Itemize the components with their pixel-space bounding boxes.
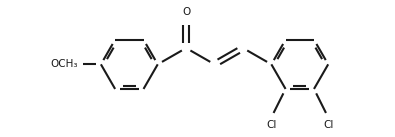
Text: Cl: Cl [323,120,333,130]
Text: OCH₃: OCH₃ [50,59,77,69]
Text: O: O [182,7,190,17]
Text: Cl: Cl [266,120,276,130]
